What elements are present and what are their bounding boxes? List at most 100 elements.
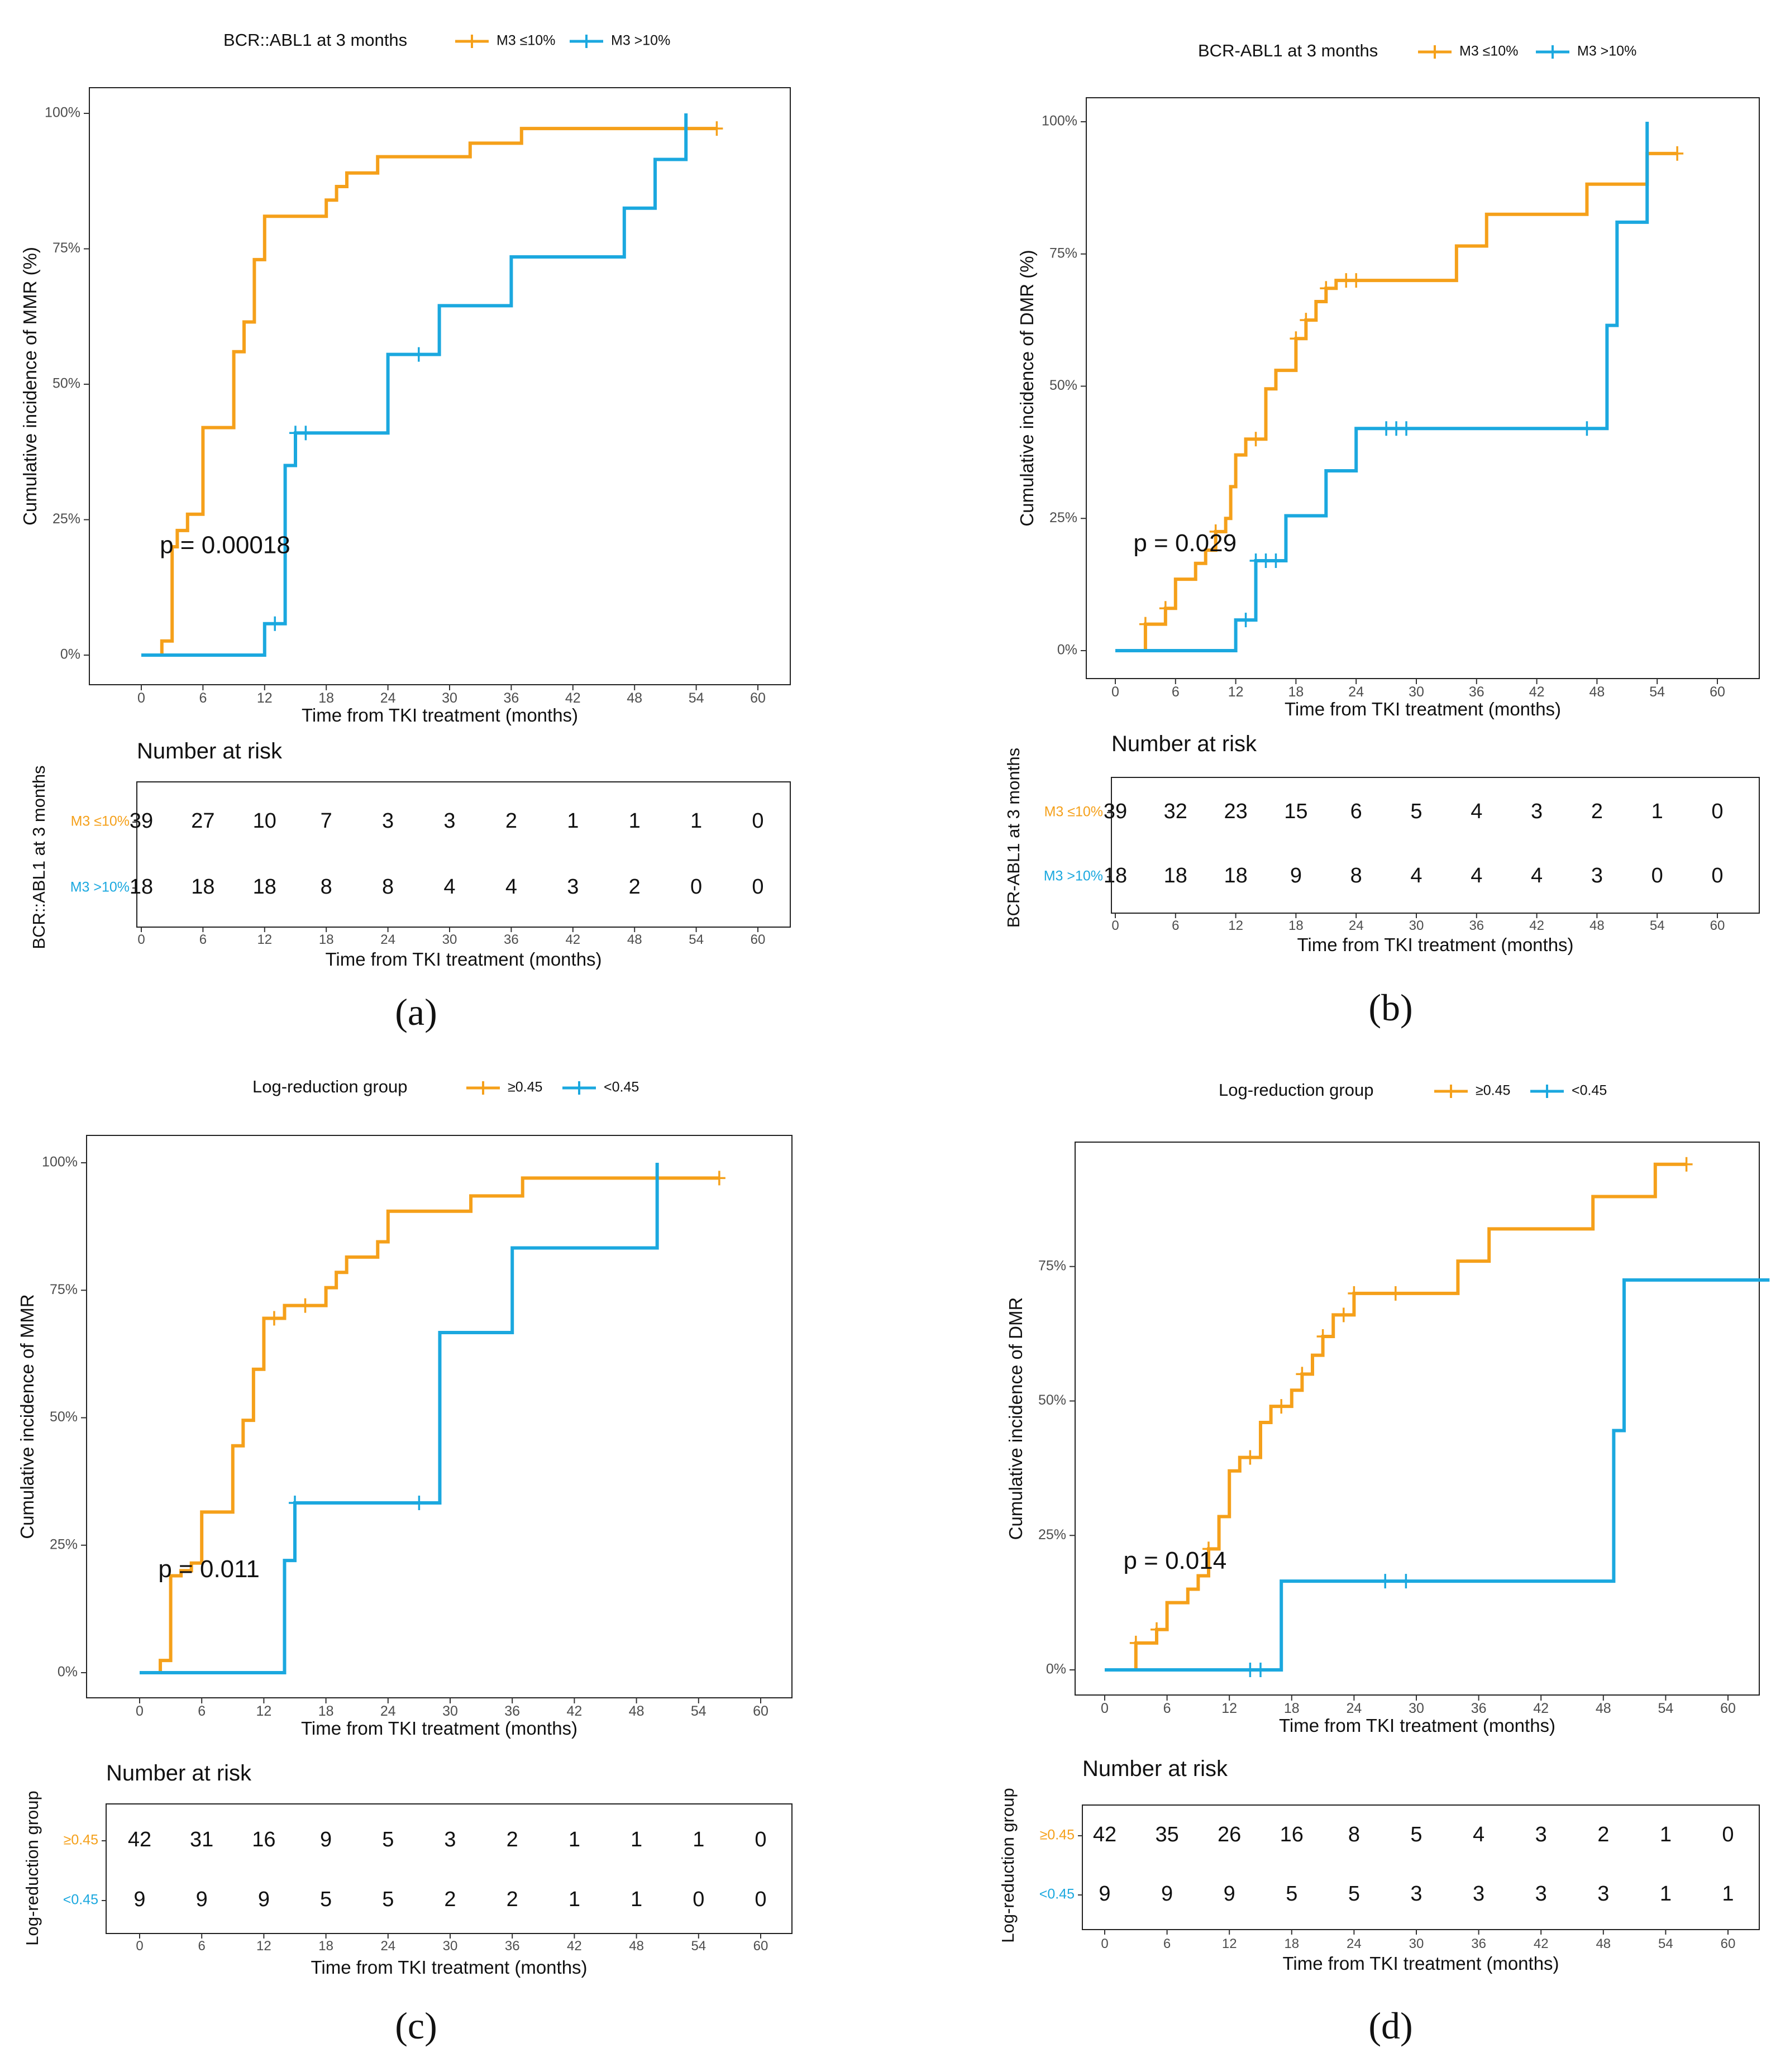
risk-x-tick-label: 24: [380, 932, 395, 947]
risk-count: 4: [1473, 1823, 1484, 1846]
risk-x-tick-label: 54: [691, 1939, 706, 1954]
risk-x-tick-label: 48: [629, 1939, 644, 1954]
risk-table-frame: [136, 781, 791, 928]
risk-count: 3: [443, 809, 455, 833]
plot-frame: [89, 87, 791, 685]
risk-x-tick-label: 60: [1710, 918, 1725, 933]
y-axis-label: Cumulative incidence of DMR (%): [1016, 250, 1037, 526]
x-axis-label: Time from TKI treatment (months): [1279, 1715, 1555, 1736]
km-curve-orange: [140, 1176, 719, 1674]
risk-x-tick-label: 30: [1409, 1936, 1424, 1951]
legend-title: Log-reduction group: [1219, 1080, 1373, 1100]
x-tick-label: 30: [442, 1703, 458, 1719]
risk-x-tick-label: 0: [137, 932, 145, 947]
risk-x-tick-label: 30: [443, 1939, 458, 1954]
risk-count: 5: [1286, 1882, 1297, 1906]
km-curve-blue: [140, 1163, 659, 1674]
x-axis-label: Time from TKI treatment (months): [302, 705, 578, 725]
x-tick-label: 0: [1111, 684, 1119, 700]
risk-table-title: Number at risk: [106, 1761, 252, 1785]
risk-x-tick-label: 24: [1347, 1936, 1362, 1951]
risk-count: 4: [1410, 864, 1422, 887]
risk-count: 1: [1722, 1882, 1734, 1906]
y-axis-label: Cumulative incidence of DMR: [1005, 1297, 1026, 1540]
risk-count: 4: [1471, 800, 1482, 823]
legend-label-0: ≥0.45: [508, 1080, 542, 1095]
legend-title: BCR-ABL1 at 3 months: [1198, 41, 1378, 60]
risk-row-label: M3 >10%: [70, 880, 130, 895]
risk-x-tick-label: 24: [380, 1939, 395, 1954]
x-tick-label: 48: [629, 1703, 645, 1719]
risk-count: 8: [1350, 864, 1362, 887]
x-tick-label: 30: [1409, 684, 1424, 700]
x-tick-label: 48: [1589, 684, 1605, 700]
p-value: p = 0.011: [158, 1555, 259, 1583]
risk-count: 4: [1471, 864, 1482, 887]
risk-count: 9: [1161, 1882, 1173, 1906]
risk-count: 0: [1722, 1823, 1734, 1846]
risk-row-label: <0.45: [63, 1892, 98, 1908]
legend-title: Log-reduction group: [252, 1077, 407, 1096]
risk-x-tick-label: 12: [1228, 918, 1243, 933]
risk-count: 0: [755, 1888, 766, 1911]
risk-y-axis-label: BCR::ABL1 at 3 months: [29, 765, 49, 949]
x-tick-label: 24: [380, 1703, 396, 1719]
risk-count: 18: [1164, 864, 1187, 887]
risk-row-label: ≥0.45: [64, 1832, 98, 1848]
risk-count: 1: [569, 1888, 580, 1911]
risk-table-frame: [1082, 1804, 1760, 1930]
risk-x-tick-label: 6: [199, 932, 207, 947]
legend-label-1: M3 >10%: [1577, 44, 1636, 59]
km-curve-orange: [1115, 151, 1678, 652]
p-value: p = 0.014: [1123, 1547, 1226, 1574]
risk-table-title: Number at risk: [1082, 1756, 1228, 1781]
risk-count: 18: [130, 875, 153, 899]
risk-count: 3: [1473, 1882, 1484, 1906]
risk-count: 5: [382, 1828, 394, 1851]
y-tick-label: 100%: [1042, 113, 1077, 129]
x-tick-label: 48: [627, 690, 642, 706]
risk-count: 3: [1535, 1823, 1547, 1846]
x-tick-label: 24: [1348, 684, 1364, 700]
risk-count: 9: [1224, 1882, 1235, 1906]
risk-count: 8: [382, 875, 394, 899]
x-tick-label: 24: [380, 690, 396, 706]
risk-x-tick-label: 12: [1222, 1936, 1237, 1951]
x-tick-label: 36: [504, 1703, 520, 1719]
x-tick-label: 0: [136, 1703, 144, 1719]
y-tick-label: 100%: [45, 105, 80, 121]
risk-row-label: M3 >10%: [1044, 868, 1103, 884]
risk-count: 3: [1410, 1882, 1422, 1906]
risk-table-title: Number at risk: [137, 739, 283, 763]
x-tick-label: 42: [1529, 684, 1545, 700]
x-axis-label: Time from TKI treatment (months): [301, 1718, 577, 1739]
legend-label-1: M3 >10%: [611, 33, 670, 49]
risk-x-axis-label: Time from TKI treatment (months): [1282, 1953, 1559, 1974]
risk-count: 9: [1290, 864, 1302, 887]
risk-count: 26: [1218, 1823, 1241, 1846]
risk-count: 7: [321, 809, 332, 833]
km-panel-d: Log-reduction group ≥0.45 <0.45 0% 25% 50% 75%…: [998, 1080, 1770, 2047]
risk-x-tick-label: 54: [1650, 918, 1665, 933]
risk-x-tick-label: 48: [627, 932, 642, 947]
risk-count: 2: [507, 1828, 518, 1851]
risk-x-tick-label: 48: [1589, 918, 1605, 933]
risk-count: 1: [569, 1828, 580, 1851]
legend: BCR::ABL1 at 3 months M3 ≤10% M3 >10%: [223, 30, 670, 50]
risk-count: 15: [1284, 800, 1307, 823]
y-tick-label: 75%: [1038, 1258, 1066, 1273]
risk-table-title: Number at risk: [1111, 732, 1257, 756]
risk-count: 42: [128, 1828, 151, 1851]
km-panel-a: BCR::ABL1 at 3 months M3 ≤10% M3 >10%0%25%…: [20, 30, 791, 1033]
risk-x-tick-label: 42: [565, 932, 580, 947]
risk-count: 0: [1651, 864, 1663, 887]
risk-count: 9: [320, 1828, 332, 1851]
y-tick-label: 0%: [1057, 642, 1077, 658]
risk-count: 6: [1350, 800, 1362, 823]
risk-count: 5: [382, 1888, 394, 1911]
y-tick-label: 100%: [42, 1154, 78, 1170]
risk-x-tick-label: 18: [318, 1939, 333, 1954]
x-tick-label: 36: [1469, 684, 1484, 700]
risk-count: 35: [1155, 1823, 1178, 1846]
